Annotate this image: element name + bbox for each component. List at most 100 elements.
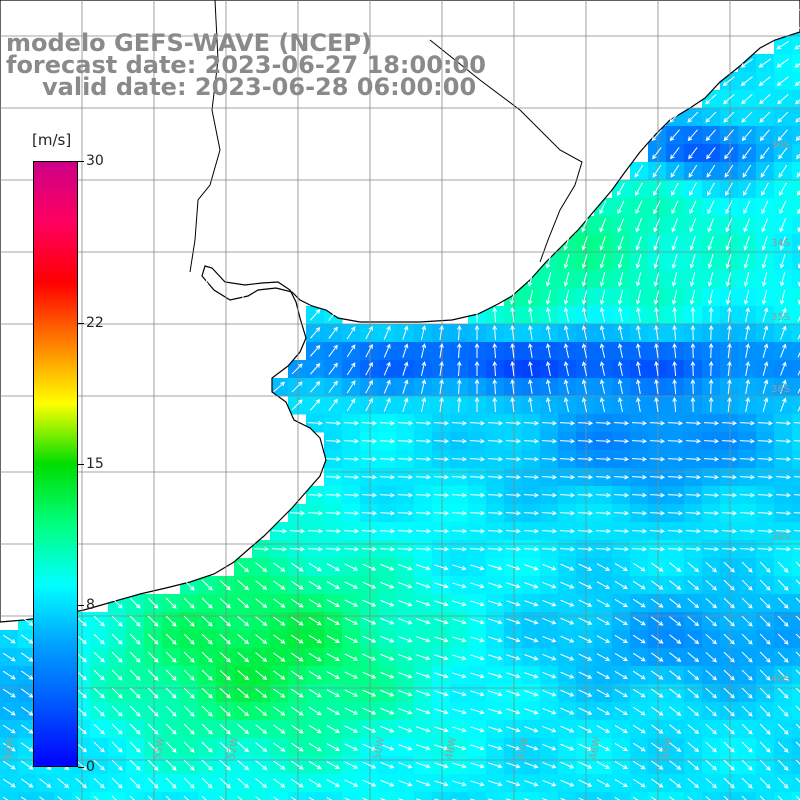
wind-arrow	[581, 379, 588, 394]
wind-arrow	[344, 563, 359, 571]
wind-arrow	[434, 762, 449, 769]
colorbar-tick-label: 0	[86, 759, 95, 775]
wind-arrow	[328, 308, 338, 321]
border-line	[429, 39, 583, 263]
wind-arrow	[777, 561, 789, 573]
wind-arrow	[488, 690, 503, 697]
wind-arrow	[21, 616, 34, 626]
wind-arrow	[434, 564, 449, 571]
wind-speed-cell	[792, 54, 800, 73]
wind-arrow	[723, 669, 735, 681]
wind-arrow	[632, 778, 646, 788]
wind-arrow	[416, 744, 431, 751]
wind-arrow	[779, 236, 786, 251]
wind-speed-cell	[396, 792, 415, 800]
wind-arrow	[343, 474, 360, 480]
wind-arrow	[705, 651, 717, 663]
wind-arrow	[415, 456, 432, 462]
wind-arrow	[669, 580, 682, 590]
wind-arrow	[780, 379, 787, 394]
wind-arrow	[578, 599, 593, 607]
wind-arrow	[237, 670, 250, 681]
wind-arrow	[688, 164, 698, 178]
wind-arrow	[165, 651, 177, 663]
wind-arrow	[741, 795, 747, 800]
wind-arrow	[578, 725, 593, 733]
lat-label: 30S	[771, 140, 790, 151]
wind-arrow	[577, 546, 594, 552]
wind-arrow	[21, 796, 27, 800]
wind-arrow	[654, 307, 659, 323]
wind-arrow	[759, 777, 771, 789]
wind-arrow	[595, 492, 612, 498]
wind-speed-cell	[414, 792, 433, 800]
lon-label: 47W	[516, 736, 531, 760]
wind-arrow	[595, 546, 612, 552]
wind-arrow	[344, 581, 359, 589]
wind-arrow	[617, 182, 625, 197]
wind-arrow	[506, 564, 521, 571]
wind-arrow	[415, 546, 432, 552]
wind-arrow	[578, 743, 593, 751]
wind-arrow	[383, 361, 391, 376]
wind-speed-cell	[792, 612, 800, 631]
wind-arrow	[380, 653, 395, 661]
wind-arrow	[2, 796, 9, 800]
wind-arrow	[635, 218, 643, 233]
wind-arrow	[326, 797, 333, 800]
wind-arrow	[687, 706, 700, 717]
wind-arrow	[93, 759, 105, 771]
wind-arrow	[488, 582, 503, 589]
wind-arrow	[581, 218, 589, 233]
wind-speed-cell	[432, 792, 451, 800]
wind-arrow	[794, 26, 800, 32]
wind-arrow	[672, 360, 678, 377]
wind-arrow	[2, 706, 16, 716]
wind-speed-cell	[792, 162, 800, 181]
wind-arrow	[596, 743, 611, 751]
wind-arrow	[614, 581, 628, 590]
wind-arrow	[21, 778, 34, 788]
wind-arrow	[596, 635, 611, 643]
wind-arrow	[614, 563, 628, 572]
wind-arrow	[635, 200, 643, 215]
wind-arrow	[344, 707, 359, 715]
wind-arrow	[506, 672, 521, 679]
wind-arrow	[219, 687, 231, 699]
wind-arrow	[542, 797, 548, 800]
wind-arrow	[581, 236, 588, 251]
wind-arrow	[703, 474, 720, 480]
wind-arrow	[416, 564, 431, 571]
wind-arrow	[741, 111, 753, 123]
wind-arrow	[563, 343, 570, 358]
wind-arrow	[631, 438, 648, 444]
wind-arrow	[470, 582, 485, 589]
wind-arrow	[21, 760, 34, 770]
wind-arrow	[743, 218, 751, 233]
wind-arrow	[523, 438, 540, 444]
wind-arrow	[725, 272, 732, 287]
wind-arrow	[758, 93, 771, 105]
wind-arrow	[761, 290, 768, 305]
wind-arrow	[670, 164, 680, 178]
wind-arrow	[380, 563, 395, 571]
wind-speed-cell	[792, 576, 800, 595]
wind-arrow	[613, 456, 630, 462]
wind-arrow	[741, 705, 753, 717]
colorbar-tick-label: 30	[86, 153, 104, 169]
wind-arrow	[310, 398, 321, 411]
wind-arrow	[469, 474, 486, 480]
wind-arrow	[255, 670, 268, 681]
wind-arrow	[596, 779, 611, 787]
wind-arrow	[379, 528, 396, 534]
wind-arrow	[581, 361, 588, 376]
wind-arrow	[707, 272, 714, 287]
wind-arrow	[743, 272, 750, 287]
wind-arrow	[362, 725, 377, 733]
wind-arrow	[434, 582, 449, 589]
wind-arrow	[741, 759, 753, 771]
wind-arrow	[308, 562, 322, 572]
wind-arrow	[416, 690, 431, 697]
wind-arrow	[273, 580, 286, 590]
lon-label: 55W	[152, 736, 167, 760]
